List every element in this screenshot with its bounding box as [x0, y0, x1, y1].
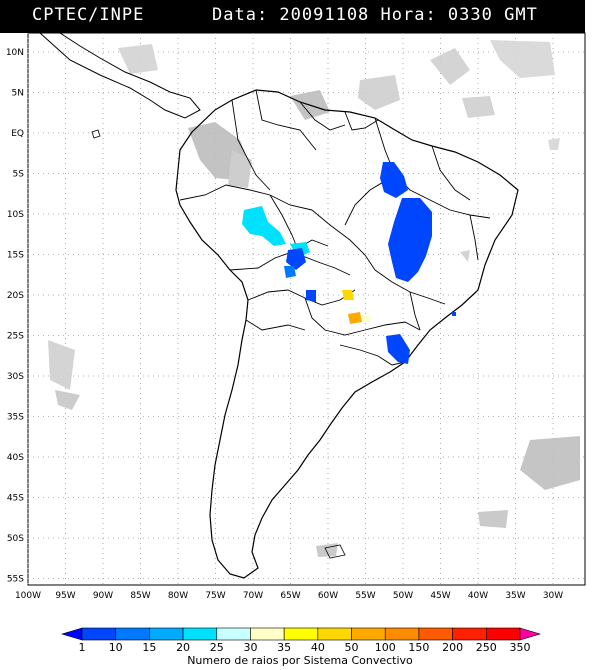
- datetime-label: Data: 20091108 Hora: 0330 GMT: [212, 5, 538, 25]
- lat-label: 10N: [6, 48, 24, 58]
- lat-label: 10S: [7, 210, 24, 220]
- lat-lon-grid: [27, 33, 585, 585]
- central-america-outline: [39, 32, 201, 119]
- lon-label: 75W: [205, 591, 225, 601]
- lon-label: 65W: [280, 591, 300, 601]
- scale-value: 350: [510, 641, 531, 654]
- scale-value: 250: [476, 641, 497, 654]
- convective-system: [362, 316, 370, 322]
- lat-label: 35S: [7, 413, 24, 423]
- scale-swatch: [182, 627, 218, 641]
- scale-swatch: [486, 627, 521, 641]
- lon-label: 85W: [130, 591, 150, 601]
- lat-label: 50S: [7, 534, 24, 544]
- lat-label: 5N: [12, 89, 24, 99]
- scale-swatch: [317, 627, 352, 641]
- lat-label: 15S: [7, 251, 24, 261]
- convective-system: [386, 334, 410, 364]
- south-america-outline: [175, 89, 519, 579]
- lat-label: 40S: [7, 453, 24, 463]
- scale-swatch: [115, 627, 150, 641]
- lat-label: 25S: [7, 332, 24, 342]
- longitude-labels: 100W 95W 90W 85W 80W 75W 70W 65W 60W 55W 50W 45W 40W…: [15, 591, 563, 601]
- scale-swatch: [452, 627, 487, 641]
- scale-arrow-right: [519, 627, 542, 641]
- scale-swatch: [283, 627, 319, 641]
- lon-label: 95W: [55, 591, 75, 601]
- convective-systems: [242, 162, 456, 364]
- scale-value: 25: [210, 641, 224, 654]
- scale-value: 200: [442, 641, 463, 654]
- lon-label: 45W: [430, 591, 450, 601]
- color-scale: [60, 627, 542, 641]
- scale-value: 15: [142, 641, 156, 654]
- convective-system: [342, 290, 354, 300]
- scale-swatch: [384, 627, 420, 641]
- scale-swatch: [418, 627, 453, 641]
- falkland-islands: [324, 544, 346, 559]
- scale-value: 40: [311, 641, 325, 654]
- lon-label: 60W: [318, 591, 338, 601]
- convective-system: [306, 290, 316, 302]
- scale-value: 50: [345, 641, 359, 654]
- scale-swatch: [149, 627, 184, 641]
- lat-label: 45S: [7, 494, 24, 504]
- lat-label: EQ: [11, 129, 24, 139]
- scale-swatch: [216, 627, 251, 641]
- lon-label: 50W: [393, 591, 413, 601]
- scale-arrow-left: [60, 627, 83, 641]
- scale-value: 35: [277, 641, 291, 654]
- lon-label: 35W: [505, 591, 525, 601]
- latitude-labels: 10N 5N EQ 5S 10S 15S 20S 25S 30S 35S 40S 45S 50S 55S: [6, 48, 24, 585]
- lat-label: 20S: [7, 291, 24, 301]
- lon-label: 100W: [15, 591, 41, 601]
- map-frame: [27, 32, 586, 586]
- color-scale-title: Numero de raios por Sistema Convectivo: [187, 654, 413, 667]
- convective-system: [286, 248, 306, 270]
- source-label: CPTEC/INPE: [32, 5, 145, 25]
- lon-label: 55W: [355, 591, 375, 601]
- scale-value: 20: [176, 641, 190, 654]
- scale-value: 10: [109, 641, 123, 654]
- lon-label: 40W: [468, 591, 488, 601]
- scale-swatch: [81, 627, 116, 641]
- convective-system: [380, 162, 408, 198]
- scale-value: 30: [243, 641, 257, 654]
- lon-label: 70W: [243, 591, 263, 601]
- lat-label: 55S: [7, 575, 24, 585]
- convective-system: [388, 198, 432, 282]
- header-bar: CPTEC/INPE Data: 20091108 Hora: 0330 GMT: [0, 0, 585, 33]
- scale-value: 150: [408, 641, 429, 654]
- convective-system: [284, 266, 296, 278]
- convective-system: [348, 312, 362, 324]
- convective-system: [452, 312, 456, 316]
- lon-label: 30W: [543, 591, 563, 601]
- lat-label: 5S: [13, 170, 25, 180]
- scale-swatch: [250, 627, 285, 641]
- lat-label: 30S: [7, 372, 24, 382]
- color-scale-values: 1 10 15 20 25 30 35 40 50 100 150 200 250 350: [79, 641, 531, 654]
- scale-value: 1: [79, 641, 86, 654]
- convective-system: [242, 206, 286, 246]
- lon-label: 90W: [93, 591, 113, 601]
- galapagos-islands: [91, 129, 101, 139]
- lon-label: 80W: [168, 591, 188, 601]
- scale-swatch: [351, 627, 386, 641]
- scale-value: 100: [375, 641, 396, 654]
